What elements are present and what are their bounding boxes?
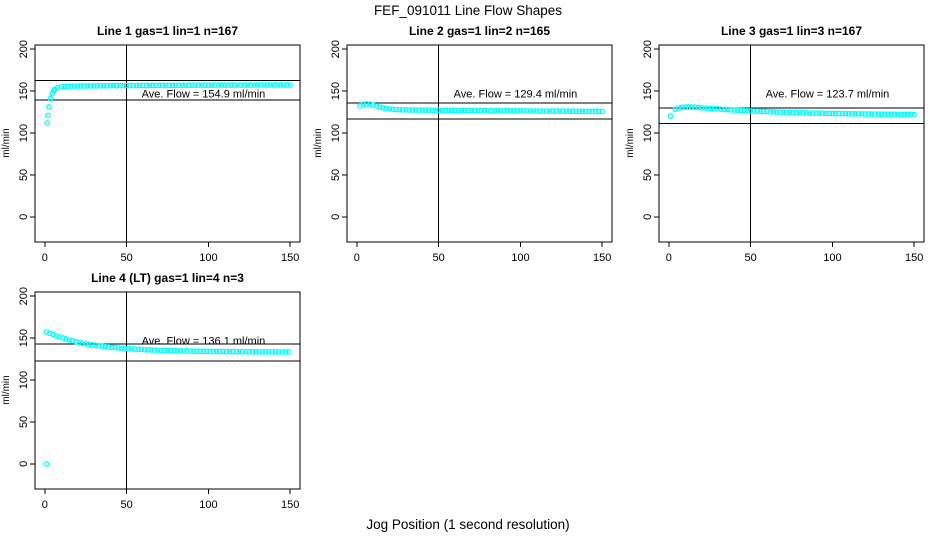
svg-text:100: 100 [642,124,654,142]
svg-text:Ave. Flow = 129.4 ml/min: Ave. Flow = 129.4 ml/min [454,89,578,101]
svg-text:150: 150 [642,82,654,100]
svg-text:150: 150 [330,82,342,100]
svg-text:150: 150 [905,252,923,264]
svg-text:50: 50 [18,416,30,428]
svg-text:0: 0 [354,252,360,264]
svg-text:0: 0 [18,214,30,220]
svg-text:50: 50 [330,169,342,181]
subplot-title: Line 2 gas=1 lin=2 n=165 [408,24,551,38]
svg-text:0: 0 [42,252,48,264]
svg-text:100: 100 [18,371,30,389]
svg-text:100: 100 [823,252,841,264]
svg-text:150: 150 [593,252,611,264]
svg-text:200: 200 [18,287,30,305]
svg-text:50: 50 [432,252,444,264]
plot-area: 0 50 100 150 0 50 100 150 200 Ave. Flow = 129.4 m… [330,40,613,264]
subplot-title: Line 3 gas=1 lin=3 n=167 [720,24,863,38]
plot-area: 0 50 100 150 0 50 100 150 200 Ave. Flow = 154.9 m… [18,40,301,264]
svg-text:Ave. Flow = 123.7 ml/min: Ave. Flow = 123.7 ml/min [766,89,890,101]
svg-text:0: 0 [666,252,672,264]
svg-text:0: 0 [642,214,654,220]
subplot-line-1: Line 1 gas=1 lin=1 n=167 ml/min 0 50 100 15… [0,18,312,270]
svg-text:150: 150 [18,329,30,347]
subplot-line-3: Line 3 gas=1 lin=3 n=167 ml/min 0 50 100 15… [624,18,936,270]
subplot-line-2: Line 2 gas=1 lin=2 n=165 ml/min 0 50 100 15… [312,18,624,270]
svg-text:200: 200 [18,40,30,58]
plot-area: 0 50 100 150 0 50 100 150 200 Ave. Flow = 136.1 m… [18,287,301,511]
figure-title: FEF_091011 Line Flow Shapes [373,3,563,18]
svg-text:Ave. Flow = 136.1 ml/min: Ave. Flow = 136.1 ml/min [142,336,266,348]
svg-text:150: 150 [281,499,299,511]
svg-text:150: 150 [281,252,299,264]
svg-text:50: 50 [120,499,132,511]
svg-text:200: 200 [642,40,654,58]
svg-text:150: 150 [18,82,30,100]
svg-text:50: 50 [18,169,30,181]
svg-text:200: 200 [330,40,342,58]
svg-text:100: 100 [18,124,30,142]
svg-text:Ave. Flow = 154.9 ml/min: Ave. Flow = 154.9 ml/min [142,89,266,101]
svg-text:50: 50 [744,252,756,264]
figure-x-axis-label: Jog Position (1 second resolution) [366,517,570,532]
plot-area: 0 50 100 150 0 50 100 150 200 Ave. Flow = 123.7 m… [642,40,925,264]
svg-text:0: 0 [18,461,30,467]
subplot-title: Line 1 gas=1 lin=1 n=167 [96,24,239,38]
svg-text:0: 0 [42,499,48,511]
subplot-title: Line 4 (LT) gas=1 lin=4 n=3 [91,271,244,285]
svg-text:100: 100 [330,124,342,142]
svg-text:50: 50 [642,169,654,181]
svg-text:100: 100 [199,499,217,511]
svg-text:100: 100 [199,252,217,264]
subplot-line-4: Line 4 (LT) gas=1 lin=4 n=3 ml/min 0 50 10… [0,265,312,517]
svg-text:100: 100 [511,252,529,264]
svg-text:50: 50 [120,252,132,264]
svg-text:0: 0 [330,214,342,220]
